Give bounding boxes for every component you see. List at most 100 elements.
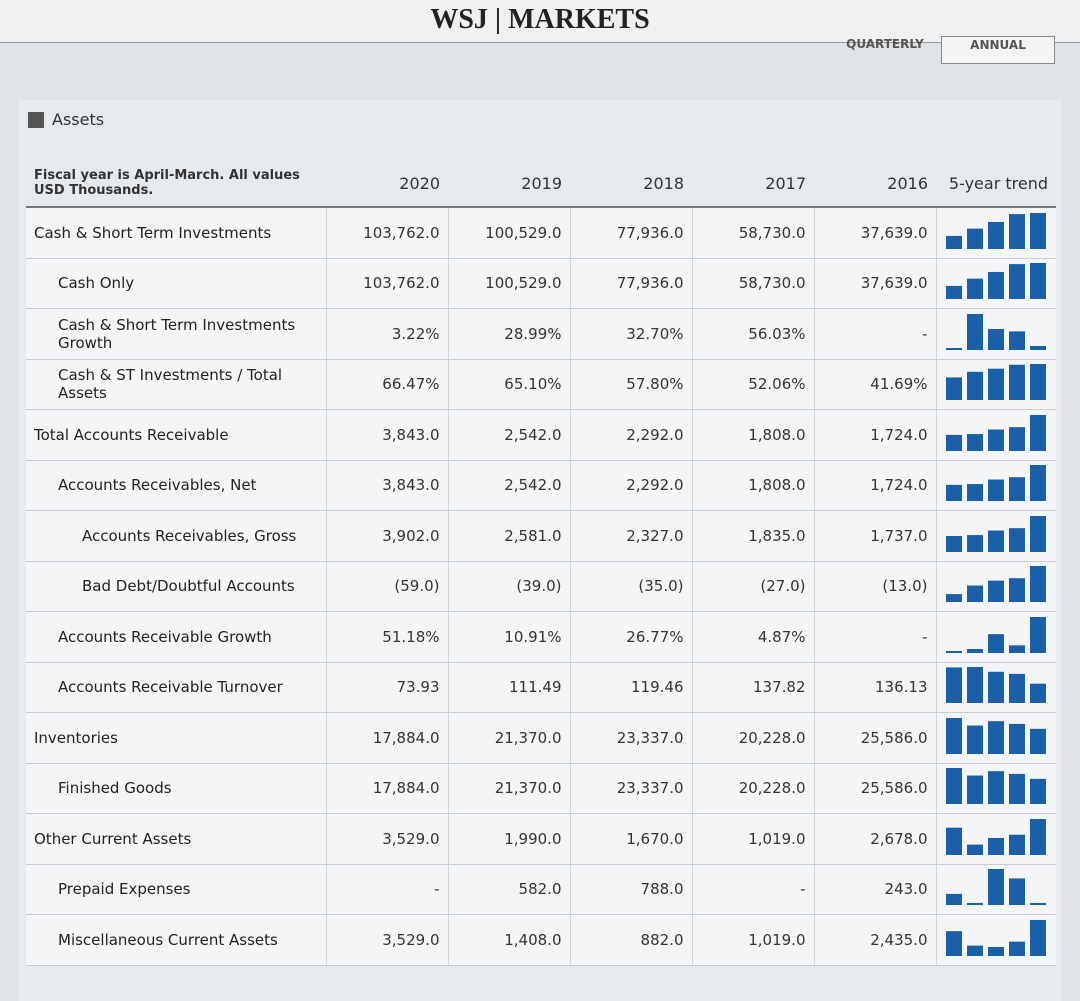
cell: 788.0 [570, 864, 693, 915]
cell: 136.13 [814, 662, 937, 713]
cell: 1,408.0 [448, 914, 571, 966]
trend-cell [936, 662, 1056, 713]
cell: 1,835.0 [692, 510, 815, 562]
trend-bar [1009, 674, 1025, 704]
trend-dash [946, 347, 962, 350]
trend-bar [988, 530, 1004, 552]
cell: (13.0) [814, 561, 937, 612]
trend-bar [988, 580, 1004, 603]
trend-bar [988, 328, 1004, 350]
trend-cell [936, 611, 1056, 663]
trend-bar [1009, 774, 1025, 805]
cell: 65.10% [448, 359, 571, 410]
trend-bar [988, 633, 1004, 653]
cell: 2,581.0 [448, 510, 571, 562]
trend-cell [936, 561, 1056, 612]
row-label: Finished Goods [26, 763, 327, 814]
cell: 73.93 [326, 662, 449, 713]
trend-bar [988, 221, 1004, 249]
section-title: Assets [52, 110, 105, 129]
cell: 111.49 [448, 662, 571, 713]
section-header[interactable]: Assets [28, 110, 104, 129]
cell: 58,730.0 [692, 207, 815, 259]
table-row: Total Accounts Receivable 3,843.0 2,542.0 2… [26, 409, 1056, 461]
trend-bar [1009, 213, 1025, 249]
row-label: Accounts Receivables, Gross [26, 510, 327, 562]
trend-bar [946, 667, 962, 704]
table-row: Cash & Short Term Investments Growth 3.22… [26, 308, 1056, 360]
cell: 58,730.0 [692, 258, 815, 309]
cell: 1,019.0 [692, 813, 815, 865]
cell: 1,990.0 [448, 813, 571, 865]
trend-bar [1009, 834, 1025, 855]
trend-cell [936, 207, 1056, 259]
cell: 51.18% [326, 611, 449, 663]
trend-bar [1030, 465, 1046, 502]
trend-bar [1030, 779, 1046, 805]
cell: (59.0) [326, 561, 449, 612]
cell: 137.82 [692, 662, 815, 713]
trend-bar [967, 372, 983, 401]
trend-cell [936, 510, 1056, 562]
cell: 3.22% [326, 308, 449, 360]
cell: 23,337.0 [570, 763, 693, 814]
trend-cell [936, 308, 1056, 360]
row-label: Accounts Receivable Growth [26, 611, 327, 663]
cell: 1,019.0 [692, 914, 815, 966]
trend-bar [988, 771, 1004, 805]
cell: 41.69% [814, 359, 937, 410]
trend-bar [967, 667, 983, 704]
row-label: Cash Only [26, 258, 327, 309]
trend-bar [1030, 515, 1046, 552]
collapse-icon[interactable] [28, 111, 44, 128]
cell: 21,370.0 [448, 763, 571, 814]
tab[interactable]: ANNUAL [941, 36, 1055, 64]
trend-bar [1030, 919, 1046, 956]
cell: 3,529.0 [326, 813, 449, 865]
cell: 2,292.0 [570, 409, 693, 461]
cell: 882.0 [570, 914, 693, 966]
table-row: Finished Goods 17,884.0 21,370.0 23,337.0 20… [26, 763, 1056, 814]
cell: 25,586.0 [814, 712, 937, 764]
cell: - [692, 864, 815, 915]
trend-bar [1009, 578, 1025, 603]
cell: (35.0) [570, 561, 693, 612]
column-header: 5-year trend [936, 160, 1056, 208]
trend-bar [1030, 616, 1046, 653]
row-label: Cash & Short Term Investments [26, 207, 327, 259]
trend-bar [1030, 818, 1046, 855]
cell: 119.46 [570, 662, 693, 713]
trend-dash [967, 903, 983, 906]
cell: (27.0) [692, 561, 815, 612]
trend-cell [936, 864, 1056, 915]
trend-bar [967, 278, 983, 300]
trend-cell [936, 813, 1056, 865]
trend-bar [946, 485, 962, 502]
brand: WSJ | MARKETS [430, 4, 650, 35]
table-row: Inventories 17,884.0 21,370.0 23,337.0 20,22… [26, 712, 1056, 764]
trend-bar [1009, 645, 1025, 653]
column-header: 2019 [448, 160, 570, 208]
row-label: Inventories [26, 712, 327, 764]
trend-bar [967, 725, 983, 754]
trend-bar [1030, 345, 1046, 350]
trend-chart [946, 364, 1046, 401]
cell: 1,724.0 [814, 460, 937, 511]
cell: 103,762.0 [326, 207, 449, 259]
tab[interactable]: QUARTERLY [846, 37, 924, 51]
cell: - [326, 864, 449, 915]
cell: 77,936.0 [570, 207, 693, 259]
trend-bar [988, 869, 1004, 906]
cell: - [814, 308, 937, 360]
trend-bar [1030, 414, 1046, 451]
trend-cell [936, 712, 1056, 764]
trend-bar [988, 672, 1004, 704]
trend-bar [1009, 527, 1025, 552]
trend-chart [946, 212, 1046, 249]
trend-cell [936, 359, 1056, 410]
cell: 1,808.0 [692, 409, 815, 461]
trend-bar [946, 717, 962, 754]
trend-bar [946, 535, 962, 552]
trend-chart [946, 919, 1046, 956]
trend-bar [988, 479, 1004, 502]
